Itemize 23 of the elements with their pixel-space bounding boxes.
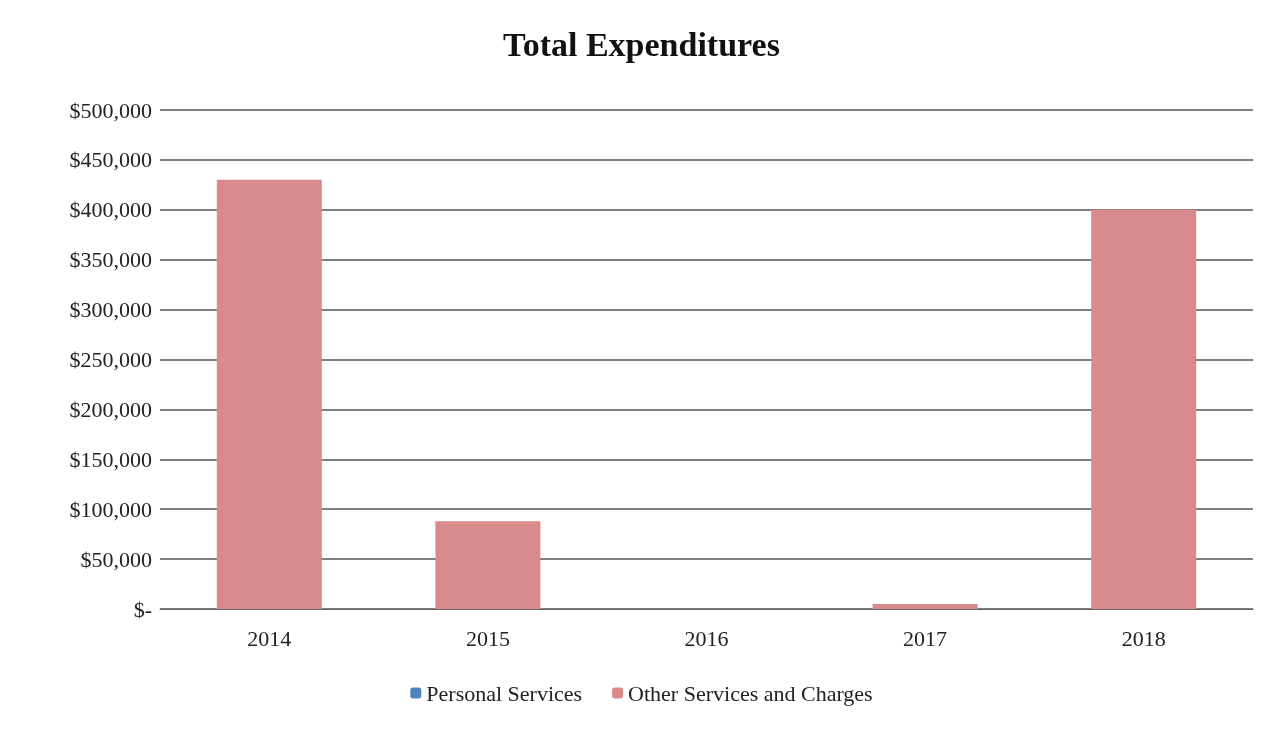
y-tick-label: $100,000 xyxy=(69,496,152,522)
legend-label: Other Services and Charges xyxy=(628,680,873,706)
y-tick-label: $300,000 xyxy=(69,297,152,323)
bar xyxy=(872,604,978,609)
y-tick-label: $250,000 xyxy=(69,347,152,372)
bar xyxy=(435,521,541,609)
y-tick-label: $- xyxy=(133,596,152,622)
y-tick-label: $50,000 xyxy=(80,546,152,572)
chart-title: Total Expenditures xyxy=(503,25,780,63)
x-tick-label: 2018 xyxy=(1121,625,1166,651)
bar xyxy=(1091,209,1197,609)
y-tick-label: $450,000 xyxy=(69,147,152,173)
x-tick-label: 2015 xyxy=(465,625,510,651)
legend-label: Personal Services xyxy=(426,680,583,706)
x-tick-label: 2014 xyxy=(247,625,292,651)
y-tick-label: $200,000 xyxy=(69,396,152,422)
y-tick-label: $150,000 xyxy=(69,446,152,472)
x-tick-label: 2017 xyxy=(903,625,948,651)
y-tick-label: $350,000 xyxy=(69,247,152,273)
bar xyxy=(216,179,322,609)
y-tick-label: $400,000 xyxy=(69,197,152,223)
y-tick-label: $500,000 xyxy=(69,97,152,123)
x-tick-label: 2016 xyxy=(684,625,729,651)
